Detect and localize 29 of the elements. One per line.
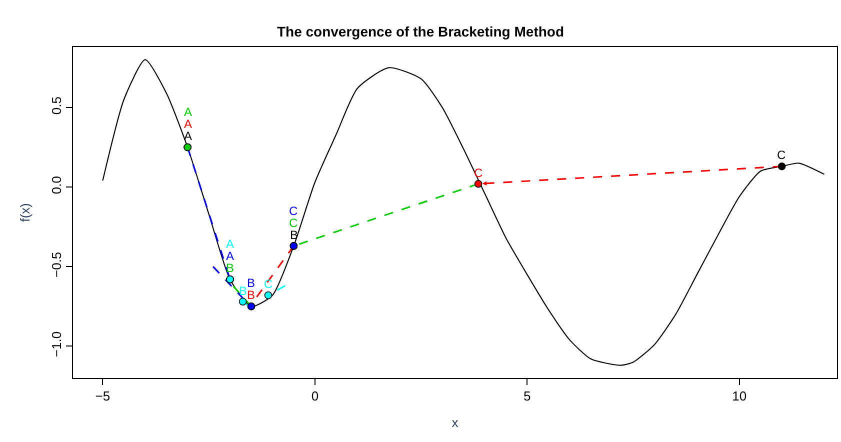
chart-title: The convergence of the Bracketing Method bbox=[276, 23, 564, 40]
data-label: A bbox=[226, 237, 234, 251]
line-series bbox=[102, 59, 825, 366]
data-label: C bbox=[777, 148, 786, 162]
y-tick-label: 0.5 bbox=[48, 96, 64, 115]
point bbox=[778, 162, 786, 170]
y-tick-label: −1.0 bbox=[48, 331, 64, 358]
data-label: A bbox=[184, 117, 192, 131]
y-tick-label: 0.0 bbox=[48, 176, 64, 194]
x-tick-label: −5 bbox=[95, 388, 110, 404]
data-label: B bbox=[226, 261, 234, 275]
y-axis-title: f(x) bbox=[18, 203, 33, 222]
data-label: B bbox=[239, 284, 248, 298]
x-tick-label: 0 bbox=[311, 388, 319, 404]
data-label: A bbox=[184, 105, 192, 119]
data-label: A bbox=[184, 129, 192, 143]
x-tick-label: 5 bbox=[524, 388, 531, 404]
data-label: C bbox=[289, 204, 298, 218]
data-label: B bbox=[247, 276, 256, 290]
x-tick-label: 10 bbox=[732, 388, 747, 404]
x-axis-title: x bbox=[452, 415, 459, 430]
data-label: C bbox=[264, 277, 273, 291]
point bbox=[264, 291, 272, 300]
point bbox=[474, 180, 482, 188]
y-tick-label: −0.5 bbox=[48, 252, 64, 278]
point bbox=[238, 298, 247, 306]
data-label: C bbox=[289, 216, 298, 230]
data-label: A bbox=[226, 249, 234, 263]
data-label: B bbox=[247, 288, 256, 302]
